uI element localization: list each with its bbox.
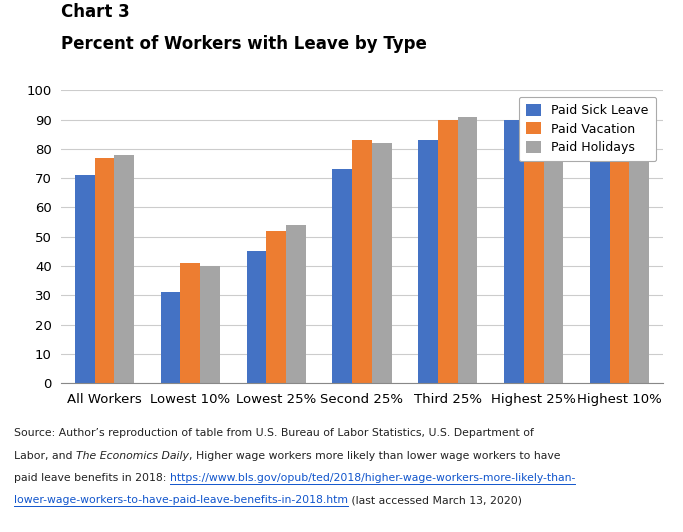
Legend: Paid Sick Leave, Paid Vacation, Paid Holidays: Paid Sick Leave, Paid Vacation, Paid Hol…	[519, 97, 656, 161]
Text: Percent of Workers with Leave by Type: Percent of Workers with Leave by Type	[61, 35, 428, 53]
Bar	[372, 143, 391, 383]
Bar	[114, 155, 134, 383]
Text: Source: Author’s reproduction of table from U.S. Bureau of Labor Statistics, U.S: Source: Author’s reproduction of table f…	[14, 428, 533, 438]
Bar	[74, 176, 94, 383]
Text: lower-wage-workers-to-have-paid-leave-benefits-in-2018.htm: lower-wage-workers-to-have-paid-leave-be…	[14, 495, 348, 505]
Bar	[286, 225, 306, 383]
Bar	[610, 114, 630, 383]
Bar	[438, 120, 458, 383]
Bar	[352, 140, 372, 383]
Text: (last accessed March 13, 2020): (last accessed March 13, 2020)	[348, 495, 522, 505]
Bar	[180, 263, 200, 383]
Bar	[418, 140, 438, 383]
Bar	[333, 169, 352, 383]
Bar	[630, 111, 650, 383]
Bar	[266, 231, 286, 383]
Text: Labor, and: Labor, and	[14, 451, 76, 461]
Bar	[94, 157, 114, 383]
Bar	[544, 111, 563, 383]
Text: paid leave benefits in 2018:: paid leave benefits in 2018:	[14, 473, 169, 483]
Bar	[590, 114, 610, 383]
Text: The Economics Daily: The Economics Daily	[76, 451, 189, 461]
Bar	[504, 120, 524, 383]
Bar	[200, 266, 220, 383]
Text: Chart 3: Chart 3	[61, 3, 130, 21]
Bar	[247, 252, 266, 383]
Bar	[524, 117, 544, 383]
Bar	[458, 117, 477, 383]
Text: https://www.bls.gov/opub/ted/2018/higher-wage-workers-more-likely-than-: https://www.bls.gov/opub/ted/2018/higher…	[169, 473, 575, 483]
Bar	[161, 293, 180, 383]
Text: , Higher wage workers more likely than lower wage workers to have: , Higher wage workers more likely than l…	[189, 451, 560, 461]
